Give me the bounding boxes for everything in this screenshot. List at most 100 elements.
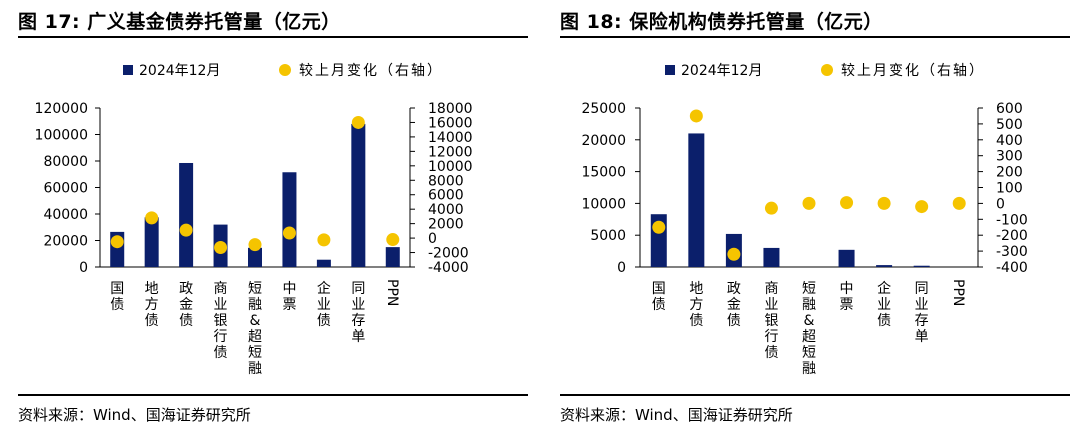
x-tick-char: 债 [317,313,331,329]
x-tick-char: 超 [248,329,262,345]
data-point [652,220,666,234]
y-tick-label-left: 0 [617,260,626,276]
data-point [179,223,193,237]
y-tick-label-left: 15000 [581,165,626,181]
y-tick-label-right: 8000 [428,173,464,189]
y-tick-label-left: 25000 [581,101,626,117]
x-tick-char: 同 [915,281,929,297]
legend-label: 较上月变化（右轴） [299,63,443,79]
x-tick-char: 行 [764,329,778,345]
x-tick-char: 金 [727,297,741,313]
y-tick-label-right: 200 [996,165,1023,181]
y-tick-label-left: 20000 [581,133,626,149]
x-tick-char: 商 [214,281,228,297]
bar [144,217,159,267]
x-tick-label: 国债 [652,281,666,313]
data-point [214,240,228,254]
x-tick-char: 企 [877,280,891,297]
x-tick-char: 债 [652,297,666,313]
x-tick-char: 地 [145,281,159,297]
x-tick-char: 业 [764,297,778,313]
y-tick-label-left: 10000 [581,196,626,212]
chart-panel-left: 图 17: 广义基金债券托管量（亿元） 2024年12月 较上月变化（右轴） 0 20… [18,0,538,439]
x-tick-char: 行 [214,329,228,345]
x-tick-char: 银 [214,313,228,329]
data-point [802,196,816,210]
x-tick-char: & [250,313,261,329]
y-tick-label-right: 16000 [428,115,473,131]
x-tick-char: 短 [802,345,816,361]
x-tick-label: 企业债 [877,280,891,329]
y-tick-label-right: -4000 [428,260,469,276]
y-tick-label-left: 20000 [43,234,88,250]
bar [688,133,705,267]
chart-panel-right: 图 18: 保险机构债券托管量（亿元） 2024年12月 较上月变化（右轴） 0 50… [560,0,1080,439]
x-tick-label: 企业债 [317,280,331,329]
bar [763,247,780,267]
x-tick-char: 商 [764,281,778,297]
x-tick-label: PPN [950,279,966,306]
x-tick-char: 单 [351,329,365,345]
data-point [282,226,296,240]
x-tick-label: 国债 [110,281,124,313]
bar [876,265,893,267]
data-point [915,200,929,214]
x-tick-char: 业 [317,297,331,313]
x-tick-char: 债 [877,313,891,329]
y-tick-label-left: 5000 [590,228,626,244]
x-tick-label: 同业存单 [915,281,929,345]
data-point [727,247,741,261]
x-tick-label: 政金债 [727,281,741,329]
legend-bar-swatch [123,65,133,75]
source-divider [18,394,528,396]
data-point [317,233,331,247]
bar [248,247,262,267]
x-tick-char: 中 [282,281,296,297]
source-note: 资料来源：Wind、国海证券研究所 [18,406,251,424]
y-tick-label-right: 6000 [428,188,464,204]
y-tick-label-right: 600 [996,101,1023,117]
title-divider [18,36,528,38]
y-tick-label-left: 60000 [43,181,88,197]
bar [838,249,855,267]
x-tick-char: 中 [840,281,854,297]
x-tick-char: 票 [840,297,854,313]
y-tick-label-right: 12000 [428,144,473,160]
y-tick-label-right: 100 [996,181,1023,197]
x-tick-char: 业 [877,297,891,313]
y-tick-label-left: 100000 [35,128,88,144]
bar [913,265,930,267]
legend-bar-swatch [665,65,675,75]
y-tick-label-right: 300 [996,149,1023,165]
x-tick-char: 存 [915,313,929,329]
x-tick-char: 融 [248,361,262,377]
x-tick-label: 短融&超短融 [802,281,816,377]
chart-funds-bond-custody: 2024年12月 较上月变化（右轴）02000040000600008000010… [35,63,473,377]
x-tick-char: & [804,313,815,329]
chart-title: 图 17: 广义基金债券托管量（亿元） [18,11,341,33]
y-tick-label-right: 18000 [428,101,473,117]
x-tick-char: 短 [802,281,816,297]
x-tick-char: 方 [689,297,703,313]
x-tick-char: 业 [915,297,929,313]
x-tick-char: 票 [282,297,296,313]
bar [385,247,400,267]
x-tick-char: 业 [214,297,228,313]
y-tick-label-right: 10000 [428,159,473,175]
x-tick-label: 同业存单 [351,281,365,345]
x-tick-char: 存 [351,313,365,329]
x-tick-label: PPN [384,279,400,306]
y-tick-label-right: -300 [996,244,1028,260]
y-tick-label-right: 0 [428,231,437,247]
y-tick-label-right: 14000 [428,130,473,146]
y-tick-label-right: 400 [996,133,1023,149]
y-tick-label-left: 40000 [43,207,88,223]
x-tick-char: 单 [915,329,929,345]
y-tick-label-left: 0 [79,260,88,276]
legend: 2024年12月 较上月变化（右轴） [665,63,983,79]
x-tick-label: 短融&超短融 [248,281,262,377]
x-tick-char: 债 [764,345,778,361]
x-tick-char: 短 [248,345,262,361]
y-tick-label-right: -400 [996,260,1028,276]
x-tick-char: 国 [110,281,124,297]
